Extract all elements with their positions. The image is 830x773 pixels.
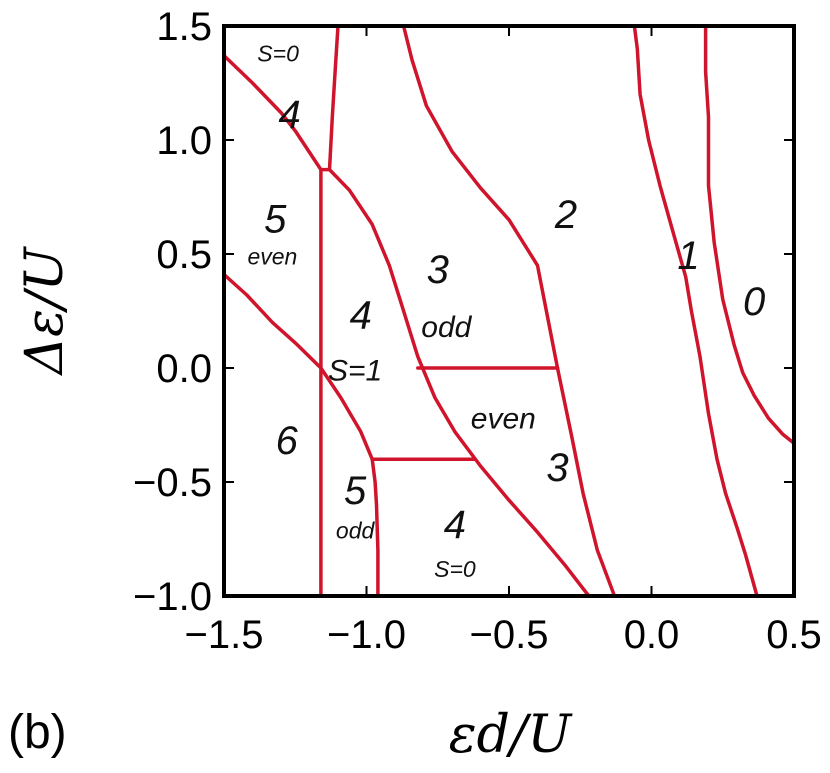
region-label-12: 3 bbox=[546, 446, 568, 490]
region-label-14: 5 bbox=[344, 469, 367, 513]
boundary-lines bbox=[222, 24, 796, 598]
y-tick-label-2: 0.0 bbox=[156, 347, 212, 391]
region-label-0: S=0 bbox=[257, 41, 299, 67]
axis-ticks: −1.5 −1.0 −0.5 0.0 0.5−1.0−0.50.00.51.01.5 bbox=[133, 5, 822, 657]
region-label-15: odd bbox=[336, 517, 376, 543]
boundary-line-5 bbox=[370, 457, 380, 598]
x-tick-label-3: 0.0 bbox=[624, 613, 680, 657]
x-tick-label-0: −1.5 bbox=[185, 613, 264, 657]
boundary-line-9 bbox=[632, 24, 759, 598]
region-label-2: 5 bbox=[264, 198, 287, 242]
region-label-4: 2 bbox=[554, 193, 577, 237]
region-label-13: 6 bbox=[276, 419, 299, 463]
region-label-6: 0 bbox=[743, 280, 765, 324]
region-label-3: even bbox=[247, 244, 297, 270]
panel-label: (b) bbox=[8, 706, 67, 759]
boundary-line-2 bbox=[327, 24, 340, 172]
x-axis-label: εd/U bbox=[449, 705, 574, 765]
region-label-10: S=1 bbox=[328, 355, 382, 388]
region-label-8: odd bbox=[421, 311, 472, 344]
y-tick-label-4: 1.0 bbox=[156, 119, 212, 163]
x-tick-label-4: 0.5 bbox=[766, 613, 822, 657]
y-tick-label-5: 1.5 bbox=[156, 5, 212, 49]
y-tick-label-1: −0.5 bbox=[133, 461, 212, 505]
region-label-1: 4 bbox=[278, 93, 300, 137]
y-axis-label: Δε/U bbox=[15, 245, 75, 376]
x-tick-label-2: −0.5 bbox=[470, 613, 549, 657]
boundary-line-4 bbox=[222, 272, 374, 461]
y-tick-label-3: 0.5 bbox=[156, 233, 212, 277]
region-label-7: 3 bbox=[427, 248, 449, 292]
boundary-line-8 bbox=[401, 24, 617, 598]
region-label-16: 4 bbox=[444, 503, 466, 547]
region-label-5: 1 bbox=[677, 234, 699, 278]
region-label-9: 4 bbox=[350, 293, 372, 337]
boundary-line-0 bbox=[222, 53, 332, 172]
region-label-11: even bbox=[471, 402, 536, 435]
boundary-line-10 bbox=[703, 24, 796, 445]
boundary-line-1 bbox=[327, 167, 591, 598]
y-tick-label-0: −1.0 bbox=[133, 575, 212, 619]
x-tick-label-1: −1.0 bbox=[327, 613, 406, 657]
region-label-17: S=0 bbox=[434, 556, 476, 582]
